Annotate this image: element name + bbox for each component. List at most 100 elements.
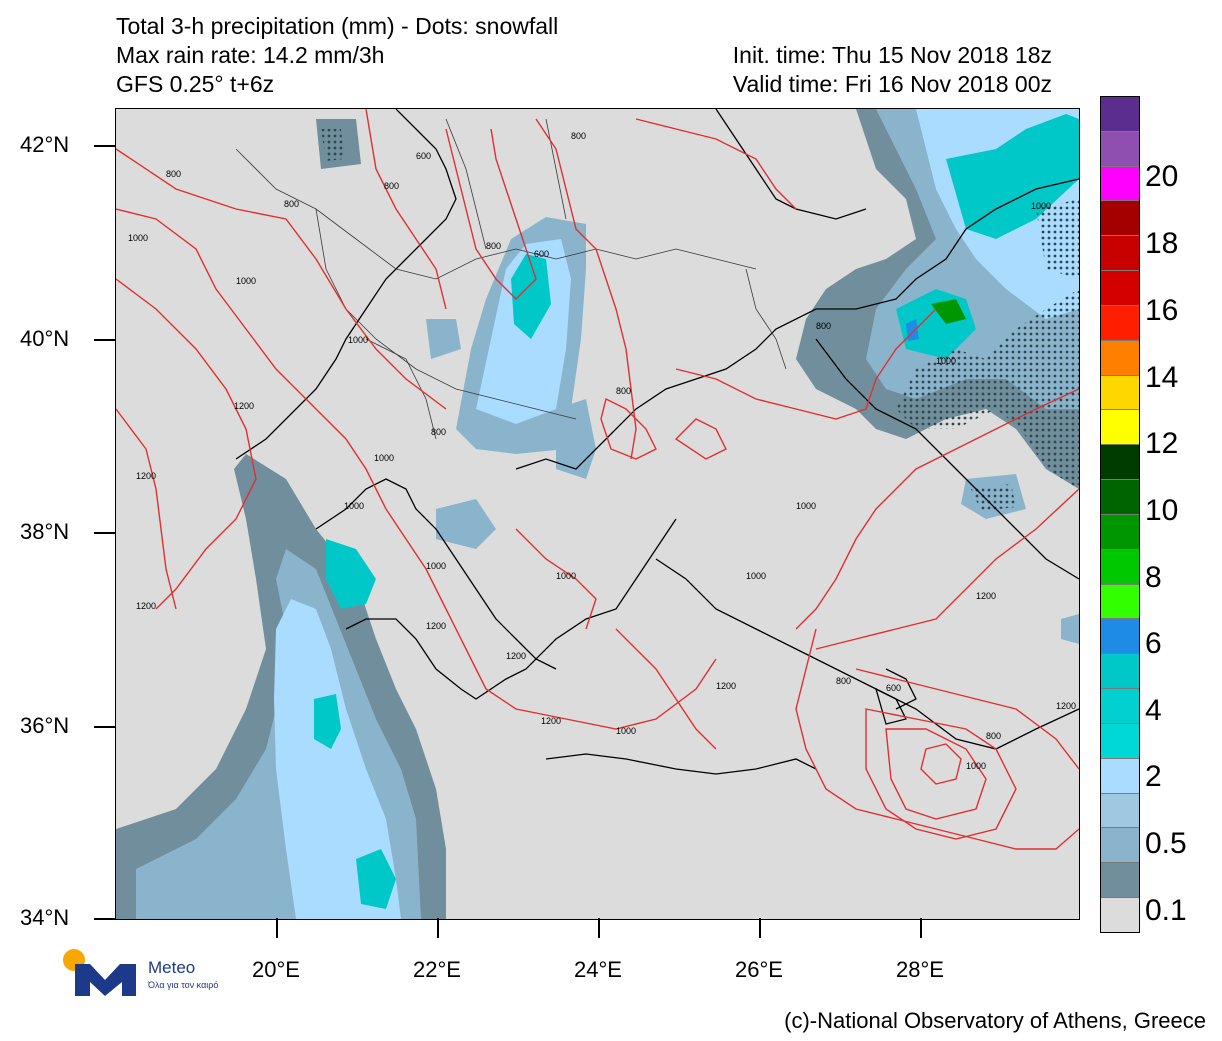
- colorbar-segment: [1101, 97, 1139, 132]
- colorbar-label: 20: [1145, 160, 1179, 193]
- colorbar-segment: [1101, 410, 1139, 446]
- model-run: GFS 0.25° t+6z: [116, 71, 275, 97]
- valid-time: Valid time: Fri 16 Nov 2018 00z: [732, 71, 1052, 97]
- lat-label-40n: 40°N: [20, 326, 70, 351]
- contour-label: 1000: [746, 571, 766, 581]
- colorbar-segment: [1101, 166, 1139, 202]
- contour-label: 1200: [976, 591, 996, 601]
- colorbar-segment: [1101, 689, 1139, 724]
- contour-label: 1000: [344, 501, 364, 511]
- meteo-logo: [63, 949, 136, 996]
- credit-text: (c)-National Observatory of Athens, Gree…: [784, 1008, 1206, 1033]
- colorbar-segment: [1101, 131, 1139, 167]
- colorbar-label: 12: [1145, 427, 1179, 460]
- colorbar-segment: [1101, 514, 1139, 550]
- colorbar-segment: [1101, 619, 1139, 655]
- borders: [235, 118, 787, 440]
- map-canvas: 800 1000 1200 800 1000 1000 1200 1200 80…: [116, 109, 1079, 919]
- contour-label: 800: [816, 321, 831, 331]
- lat-tick: [94, 339, 115, 341]
- contour-label: 600: [886, 683, 901, 693]
- lon-tick: [598, 918, 600, 938]
- contour-label: 600: [534, 249, 549, 259]
- lat-label-34n: 34°N: [20, 905, 70, 930]
- northern-greece-precip: [316, 119, 596, 549]
- max-rain-rate: Max rain rate: 14.2 mm/3h: [116, 42, 385, 68]
- contour-label: 1000: [1031, 201, 1051, 211]
- colorbar-segment: [1101, 445, 1139, 481]
- colorbar-label: 0.1: [1145, 894, 1187, 927]
- colorbar-segment: [1101, 863, 1139, 899]
- contour-label: 800: [431, 427, 446, 437]
- contour-label: 600: [416, 151, 431, 161]
- contour-label: 1200: [234, 401, 254, 411]
- precip-colorbar: [1100, 96, 1140, 933]
- contour-label: 1200: [716, 681, 736, 691]
- contour-label: 1000: [966, 761, 986, 771]
- colorbar-segment: [1101, 271, 1139, 306]
- colorbar-segment: [1101, 793, 1139, 829]
- lon-label-20e: 20°E: [252, 957, 300, 982]
- contour-label: 800: [986, 731, 1001, 741]
- init-time: Init. time: Thu 15 Nov 2018 18z: [732, 42, 1052, 68]
- colorbar-label: 16: [1145, 294, 1179, 327]
- colorbar-segment: [1101, 305, 1139, 341]
- contour-label: 800: [836, 676, 851, 686]
- contour-label: 1000: [236, 276, 256, 286]
- contour-label: 800: [486, 241, 501, 251]
- ionian-precip-band: [116, 454, 446, 919]
- contour-label: 1200: [1056, 701, 1076, 711]
- lon-tick: [437, 918, 439, 938]
- contour-label: 1000: [426, 561, 446, 571]
- colorbar-label: 2: [1145, 760, 1162, 793]
- colorbar-segment: [1101, 828, 1139, 864]
- lat-tick: [94, 726, 115, 728]
- contour-label: 800: [616, 386, 631, 396]
- colorbar-label: 8: [1145, 561, 1162, 594]
- colorbar-segment: [1101, 723, 1139, 759]
- colorbar-segment: [1101, 549, 1139, 585]
- colorbar-segment: [1101, 758, 1139, 794]
- lat-tick: [94, 532, 115, 534]
- colorbar-segment: [1101, 201, 1139, 237]
- colorbar-segment: [1101, 375, 1139, 411]
- contour-label: 1000: [616, 726, 636, 736]
- contour-label: 1000: [128, 233, 148, 243]
- lat-tick: [94, 145, 115, 147]
- map-title-block: Total 3-h precipitation (mm) - Dots: sno…: [116, 12, 558, 99]
- time-block: Init. time: Thu 15 Nov 2018 18z Valid ti…: [733, 41, 1052, 99]
- lat-label-42n: 42°N: [20, 132, 70, 157]
- pressure-contours: [116, 109, 1079, 850]
- contour-label: 1200: [506, 651, 526, 661]
- colorbar-segment: [1101, 654, 1139, 690]
- colorbar-segment: [1101, 340, 1139, 376]
- contour-label: 1200: [541, 716, 561, 726]
- colorbar-segment: [1101, 898, 1139, 932]
- contour-label: 1200: [426, 621, 446, 631]
- lon-tick: [759, 918, 761, 938]
- lon-tick: [276, 918, 278, 938]
- contour-label: 800: [166, 169, 181, 179]
- contour-label: 1200: [136, 471, 156, 481]
- lat-label-38n: 38°N: [20, 519, 70, 544]
- contour-label: 1000: [348, 335, 368, 345]
- colorbar-label: 0.5: [1145, 827, 1187, 860]
- lon-tick: [920, 918, 922, 938]
- contour-label: 1000: [936, 356, 956, 366]
- colorbar-segment: [1101, 584, 1139, 620]
- colorbar-label: 10: [1145, 494, 1179, 527]
- colorbar-label: 14: [1145, 361, 1179, 394]
- contour-label: 1000: [374, 453, 394, 463]
- map-title: Total 3-h precipitation (mm) - Dots: sno…: [116, 13, 559, 39]
- lat-tick: [94, 918, 115, 920]
- colorbar-label: 6: [1145, 627, 1162, 660]
- colorbar-segment: [1101, 236, 1139, 272]
- contour-label: 800: [384, 181, 399, 191]
- contour-label: 800: [571, 131, 586, 141]
- turkey-precip: [796, 109, 1079, 644]
- contour-label: 1000: [556, 571, 576, 581]
- contour-label: 1200: [136, 601, 156, 611]
- lat-label-36n: 36°N: [20, 713, 70, 738]
- logo-name: Meteo: [148, 958, 196, 977]
- contour-label: 1000: [796, 501, 816, 511]
